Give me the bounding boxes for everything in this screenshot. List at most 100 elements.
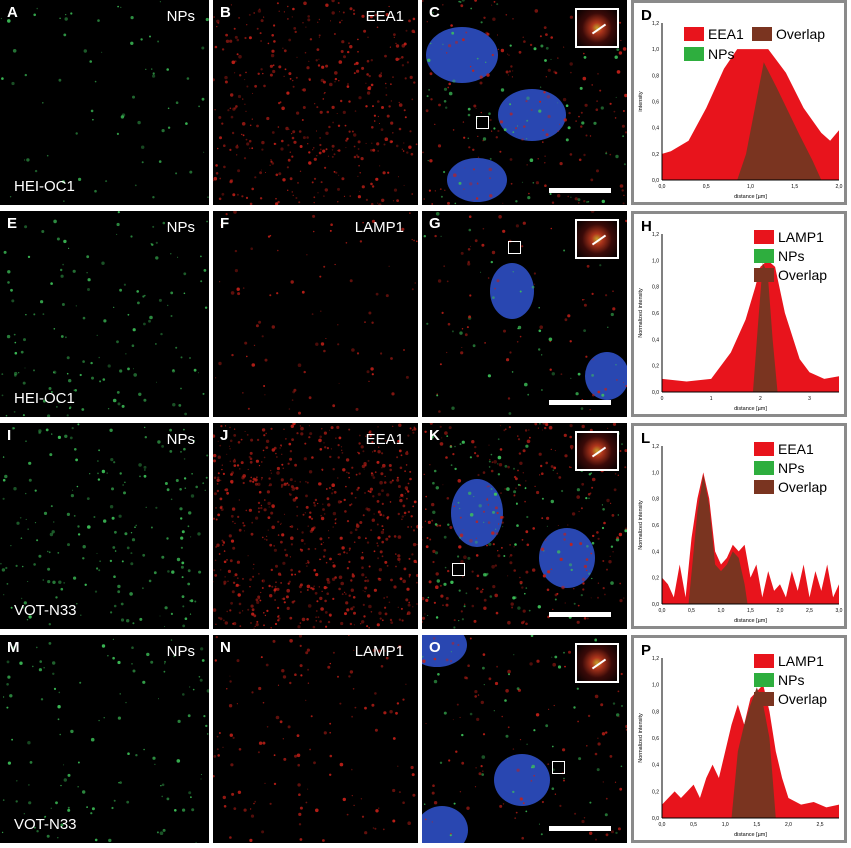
fluorescent-spot <box>38 668 43 672</box>
fluorescent-spot <box>329 229 332 232</box>
legend-label: LAMP1 <box>778 653 824 669</box>
fluorescent-spot <box>235 105 238 108</box>
fluorescent-spot <box>312 214 316 218</box>
fluorescent-spot <box>518 50 522 54</box>
fluorescent-spot <box>15 564 18 567</box>
fluorescent-spot <box>250 438 254 442</box>
fluorescent-spot <box>271 505 275 509</box>
fluorescent-spot <box>255 516 259 520</box>
fluorescent-spot <box>481 773 484 776</box>
fluorescent-spot <box>398 645 402 649</box>
fluorescent-spot <box>271 325 275 329</box>
fluorescent-spot <box>249 147 251 149</box>
fluorescent-spot <box>543 550 545 552</box>
fluorescent-spot <box>242 524 245 527</box>
fluorescent-spot <box>82 545 86 549</box>
fluorescent-spot <box>348 428 351 431</box>
fluorescent-spot <box>368 380 370 382</box>
fluorescent-spot <box>400 493 404 497</box>
fluorescent-spot <box>497 129 500 133</box>
fluorescent-spot <box>260 504 263 507</box>
fluorescent-spot <box>347 472 350 475</box>
fluorescent-spot <box>191 808 195 812</box>
fluorescent-spot <box>258 490 262 494</box>
fluorescent-spot <box>306 254 308 256</box>
fluorescent-spot <box>283 482 287 486</box>
fluorescent-spot <box>519 290 522 293</box>
fluorescent-spot <box>357 536 361 540</box>
fluorescent-spot <box>363 29 367 33</box>
fluorescent-spot <box>505 734 509 738</box>
fluorescent-spot <box>252 575 255 578</box>
fluorescent-spot <box>548 425 553 430</box>
fluorescent-spot <box>101 261 105 265</box>
legend-swatch <box>754 230 774 244</box>
fluorescent-spot <box>422 526 424 528</box>
fluorescent-spot <box>319 448 323 451</box>
fluorescent-spot <box>491 250 496 255</box>
fluorescent-spot <box>459 331 463 335</box>
fluorescent-spot <box>349 531 353 534</box>
fluorescent-spot <box>452 719 454 721</box>
fluorescent-spot <box>590 472 593 475</box>
fluorescent-spot <box>545 46 549 50</box>
fluorescent-spot <box>337 201 339 203</box>
fluorescent-spot <box>237 515 240 518</box>
fluorescent-spot <box>583 52 585 55</box>
fluorescent-spot <box>336 425 340 429</box>
fluorescent-spot <box>439 363 442 366</box>
fluorescent-spot <box>526 439 531 444</box>
fluorescent-spot <box>346 567 350 570</box>
fluorescent-spot <box>515 224 519 228</box>
fluorescent-spot <box>66 512 70 516</box>
fluorescent-spot <box>287 483 290 487</box>
fluorescent-spot <box>205 476 208 479</box>
fluorescent-spot <box>390 357 393 360</box>
fluorescent-spot <box>529 43 533 47</box>
fluorescent-spot <box>433 801 438 805</box>
fluorescent-spot <box>574 812 577 815</box>
fluorescent-spot <box>323 586 327 590</box>
fluorescent-spot <box>538 823 540 825</box>
fluorescent-spot <box>33 313 36 316</box>
fluorescent-spot <box>117 660 121 665</box>
fluorescent-spot <box>51 391 53 393</box>
fluorescent-spot <box>36 7 38 10</box>
fluorescent-spot <box>449 526 453 529</box>
fluorescent-spot <box>229 836 232 839</box>
fluorescent-spot <box>277 200 280 204</box>
fluorescent-spot <box>324 166 327 169</box>
fluorescent-spot <box>273 40 276 43</box>
fluorescent-spot <box>513 467 515 470</box>
fluorescent-spot <box>107 655 109 657</box>
fluorescent-spot <box>597 742 601 746</box>
fluorescent-spot <box>324 611 328 614</box>
fluorescent-spot <box>333 153 336 156</box>
fluorescent-spot <box>386 114 390 118</box>
plot-h: H 0,0 0,2 0,4 0,6 0,8 1,0 1,2 0 1 2 3 distance [µm]… <box>631 211 847 417</box>
fluorescent-spot <box>450 24 453 27</box>
fluorescent-spot <box>540 547 545 551</box>
cell-line-label: HEI-OC1 <box>14 178 75 195</box>
fluorescent-spot <box>381 555 384 558</box>
fluorescent-spot <box>434 523 438 526</box>
fluorescent-spot <box>271 525 275 530</box>
fluorescent-spot <box>550 58 552 60</box>
fluorescent-spot <box>601 393 605 397</box>
fluorescent-spot <box>246 142 250 146</box>
fluorescent-spot <box>494 593 498 598</box>
fluorescent-spot <box>563 249 566 252</box>
stain-label: NPs <box>166 431 195 448</box>
fluorescent-spot <box>329 662 331 665</box>
fluorescent-spot <box>233 622 237 626</box>
fluorescent-spot <box>478 772 482 776</box>
fluorescent-spot <box>269 543 273 547</box>
fluorescent-spot <box>277 249 279 252</box>
fluorescent-spot <box>86 806 88 808</box>
fluorescent-spot <box>232 622 235 625</box>
fluorescent-spot <box>328 537 330 539</box>
fluorescent-spot <box>34 169 38 173</box>
fluorescent-spot <box>305 505 309 509</box>
fluorescent-spot <box>315 59 318 62</box>
fluorescent-spot <box>399 57 401 59</box>
